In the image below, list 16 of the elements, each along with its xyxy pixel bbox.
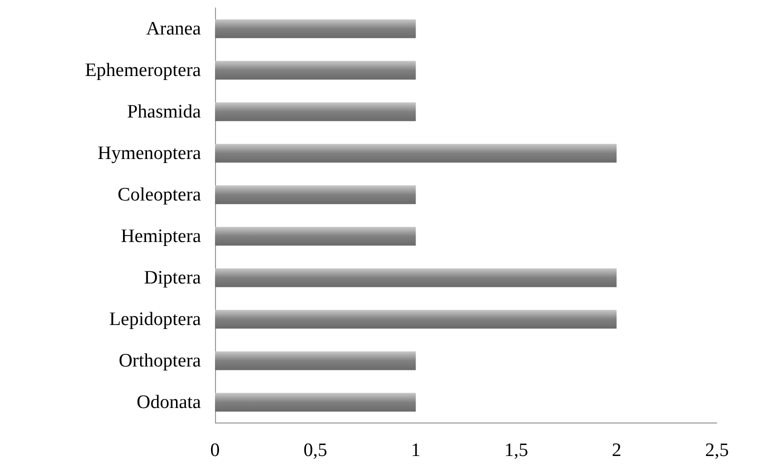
- y-tick-label: Odonata: [136, 392, 202, 413]
- x-tick-label: 0: [210, 440, 220, 461]
- y-tick-label: Ephemeroptera: [84, 60, 202, 81]
- x-tick-label: 0,5: [304, 440, 328, 461]
- x-tick-label: 2: [612, 440, 622, 461]
- y-tick-label: Lepidoptera: [109, 308, 202, 330]
- y-tick-label: Hymenoptera: [98, 142, 202, 164]
- y-tick-label: Coleoptera: [118, 184, 202, 206]
- x-tick-label: 1,5: [504, 440, 528, 461]
- y-tick-label: Hemiptera: [120, 226, 202, 247]
- y-tick-label: Diptera: [144, 267, 202, 288]
- x-tick-label: 2,5: [705, 440, 729, 461]
- x-tick-label: 1: [411, 440, 421, 461]
- y-tick-label: Phasmida: [127, 101, 202, 122]
- y-tick-label: Aranea: [146, 18, 202, 40]
- y-tick-label: Orthoptera: [118, 350, 202, 372]
